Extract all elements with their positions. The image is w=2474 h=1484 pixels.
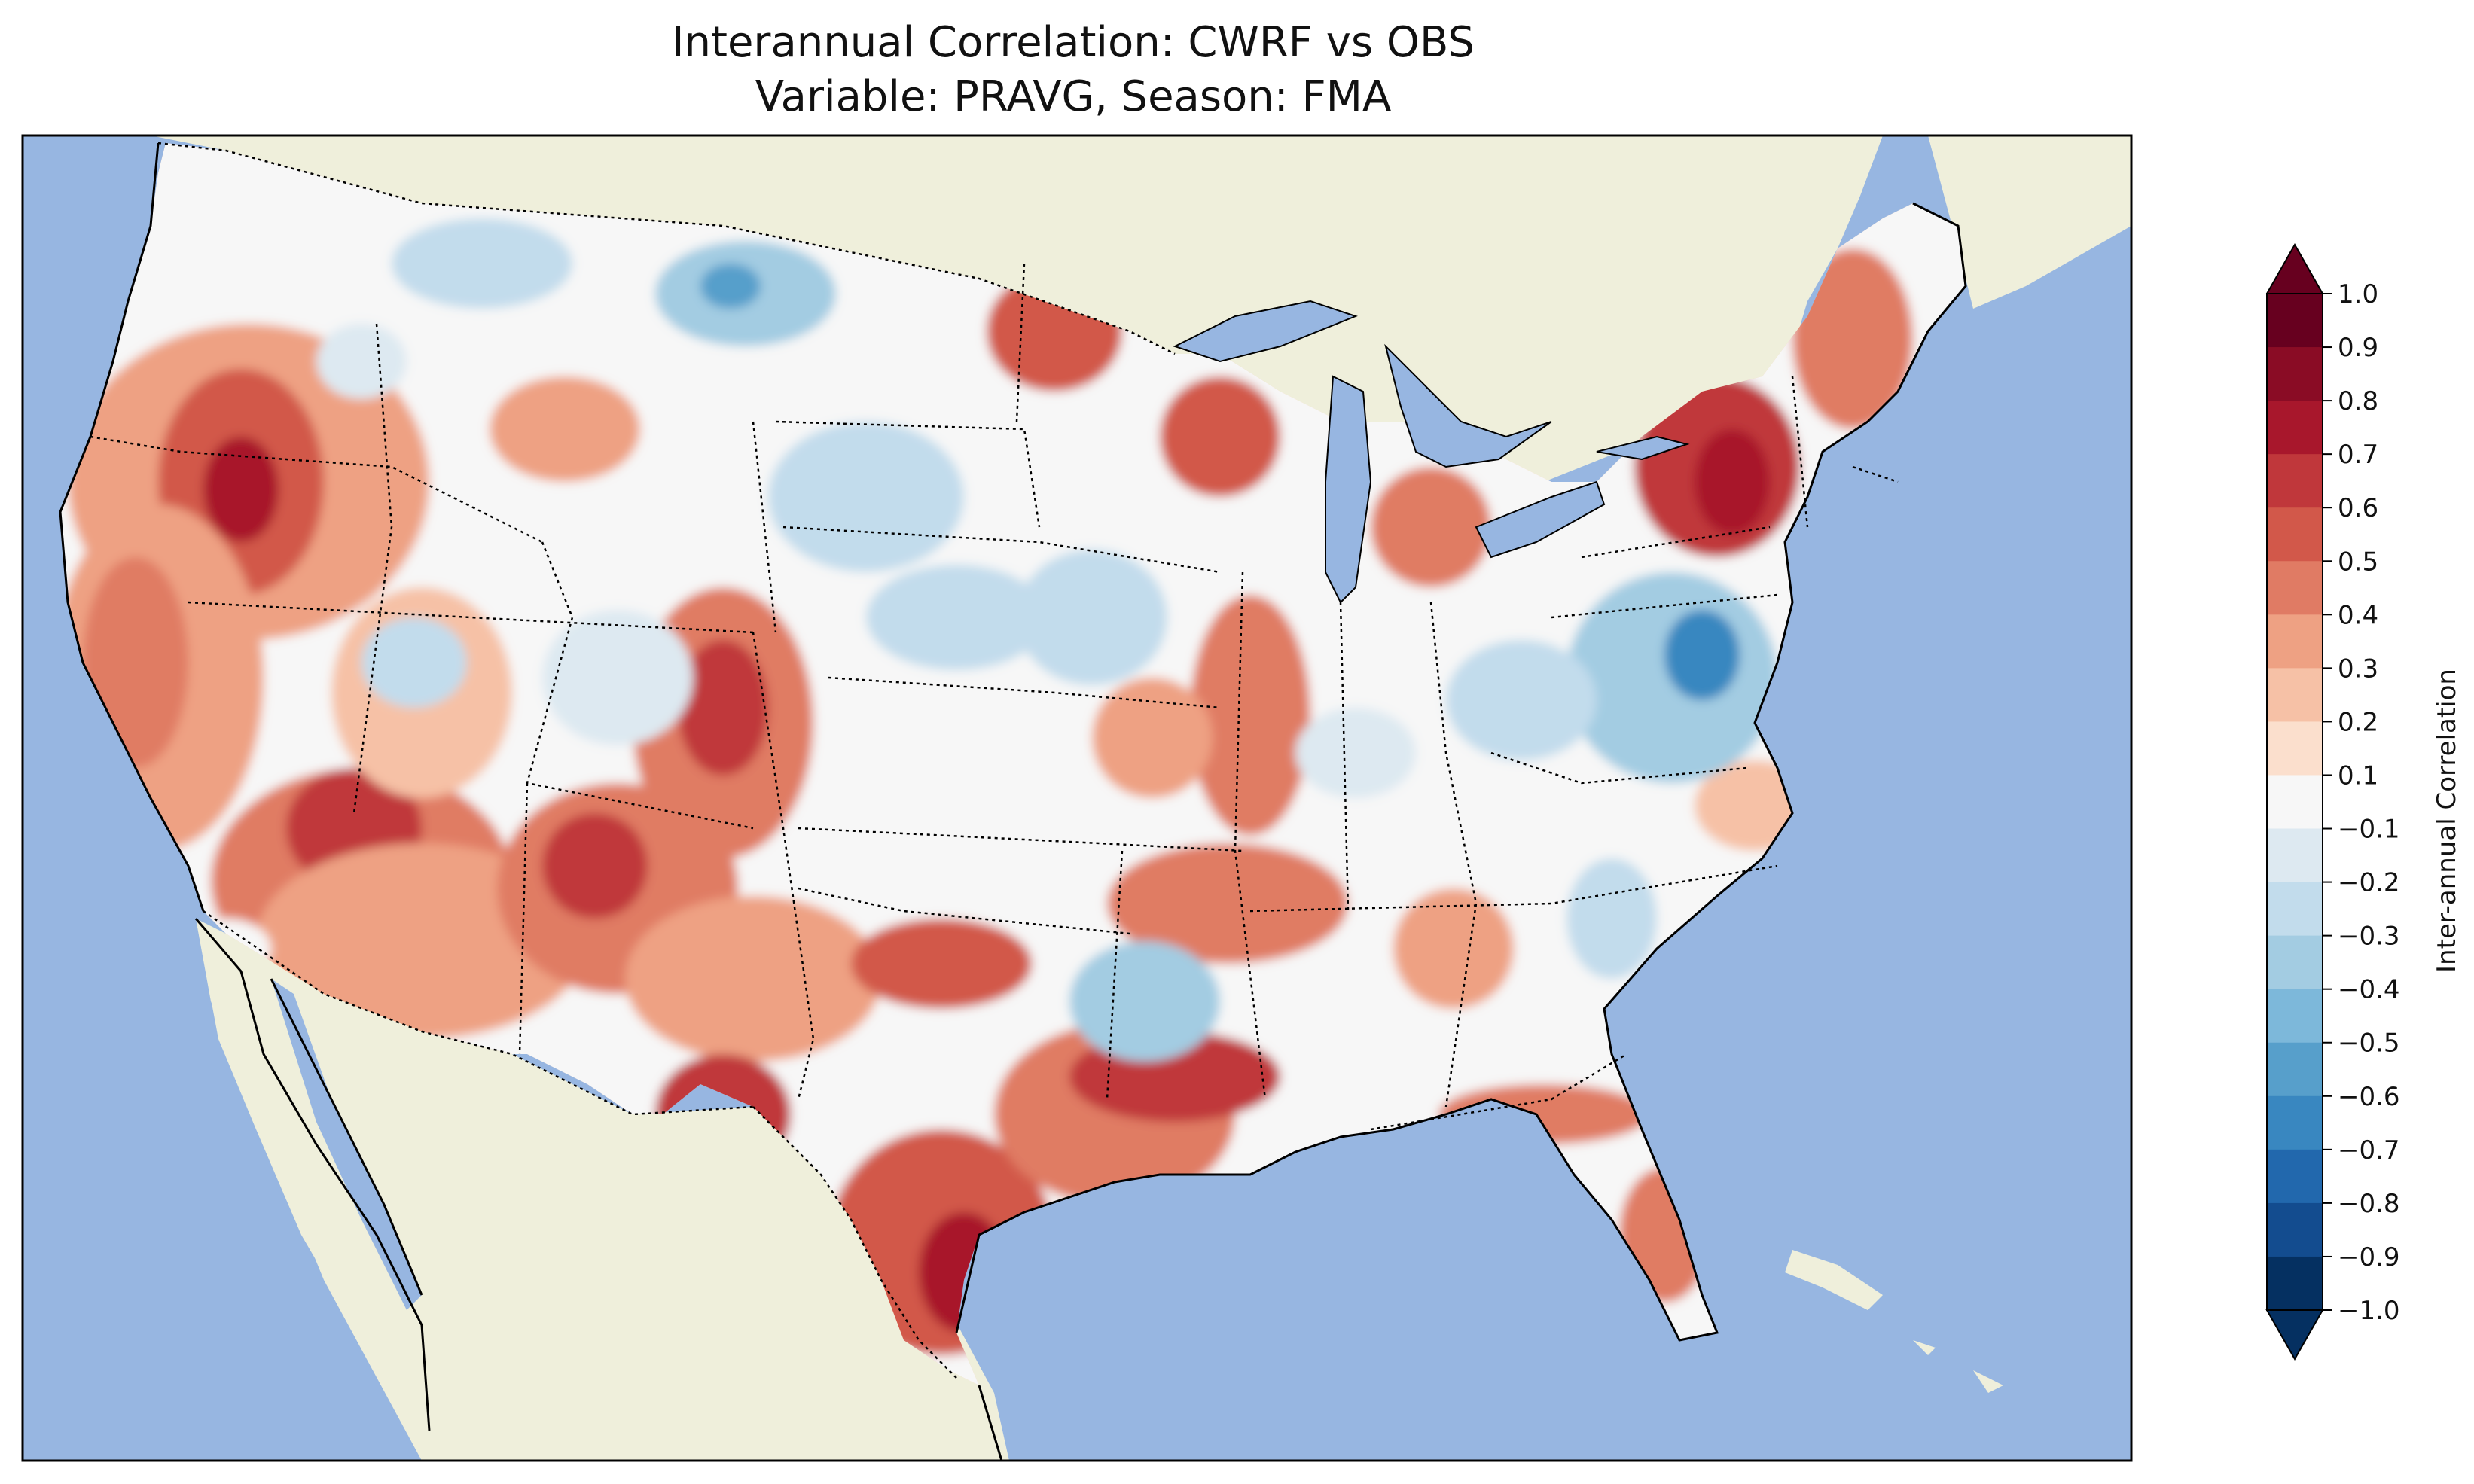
great-lakes (1173, 300, 1690, 604)
colorbar-segment (2267, 401, 2323, 455)
colorbar-tick-label: 0.4 (2338, 600, 2378, 630)
colorbar-segment (2267, 828, 2323, 883)
colorbar-tick-label: 0.5 (2338, 547, 2378, 577)
colorbar-outline (2266, 293, 2323, 1311)
colorbar-tick-label: −0.7 (2338, 1135, 2400, 1166)
colorbar-segment (2267, 1256, 2323, 1311)
colorbar-tick-label: −0.3 (2338, 922, 2400, 952)
colorbar-segment (2267, 294, 2323, 348)
colorbar-tick-label: −0.2 (2338, 868, 2400, 898)
map-title-line-2: Variable: PRAVG, Season: FMA (755, 72, 1392, 121)
colorbar-segment (2267, 1202, 2323, 1257)
colorbar-segment (2267, 561, 2323, 615)
colorbar-extend-min (2265, 1309, 2324, 1361)
colorbar-tick-label: −0.8 (2338, 1189, 2400, 1219)
colorbar-tick-label: 0.6 (2338, 493, 2378, 523)
colorbar-extend-max (2265, 242, 2324, 294)
baja-peninsula (196, 919, 429, 1431)
cuba-bahamas (1785, 1250, 2003, 1393)
colorbar-tick-label: −0.1 (2338, 815, 2400, 845)
colorbar-tick-label: 0.1 (2338, 760, 2378, 791)
colorbar-segment (2267, 507, 2323, 562)
colorbar-segment (2267, 721, 2323, 776)
colorbar-tick-label: −0.6 (2338, 1082, 2400, 1112)
colorbar-tick-label: 0.8 (2338, 386, 2378, 416)
colorbar-segment (2267, 668, 2323, 722)
state-borders (90, 263, 1899, 1131)
map-title-line-1: Interannual Correlation: CWRF vs OBS (672, 18, 1475, 67)
colorbar-segment (2267, 1095, 2323, 1150)
colorbar-segment (2267, 1149, 2323, 1204)
colorbar-label: Inter-annual Correlation (2432, 669, 2462, 973)
colorbar-segment (2267, 989, 2323, 1044)
colorbar-tick-label: −0.5 (2338, 1028, 2400, 1059)
colorbar-segment (2267, 614, 2323, 669)
map-frame (21, 134, 2133, 1462)
coastlines (59, 142, 1967, 1461)
national-boundaries (157, 142, 1176, 1379)
colorbar-segment (2267, 935, 2323, 990)
colorbar-tick-label: 0.9 (2338, 333, 2378, 363)
canada-maritime (1928, 136, 2131, 309)
colorbar-tick-label: −1.0 (2338, 1296, 2400, 1326)
colorbar-tick-label: 1.0 (2338, 279, 2378, 309)
colorbar-segment (2267, 882, 2323, 937)
colorbar-tick-label: −0.9 (2338, 1242, 2400, 1272)
gulf-of-california (271, 979, 422, 1310)
colorbar-segment (2267, 1042, 2323, 1097)
colorbar-tick-label: 0.2 (2338, 707, 2378, 737)
colorbar-segment (2267, 347, 2323, 401)
colorbar-segment (2267, 775, 2323, 830)
colorbar-tick-label: 0.7 (2338, 440, 2378, 470)
colorbar-segment (2267, 454, 2323, 508)
colorbar-tick-label: −0.4 (2338, 975, 2400, 1005)
colorbar-tick-label: 0.3 (2338, 654, 2378, 684)
